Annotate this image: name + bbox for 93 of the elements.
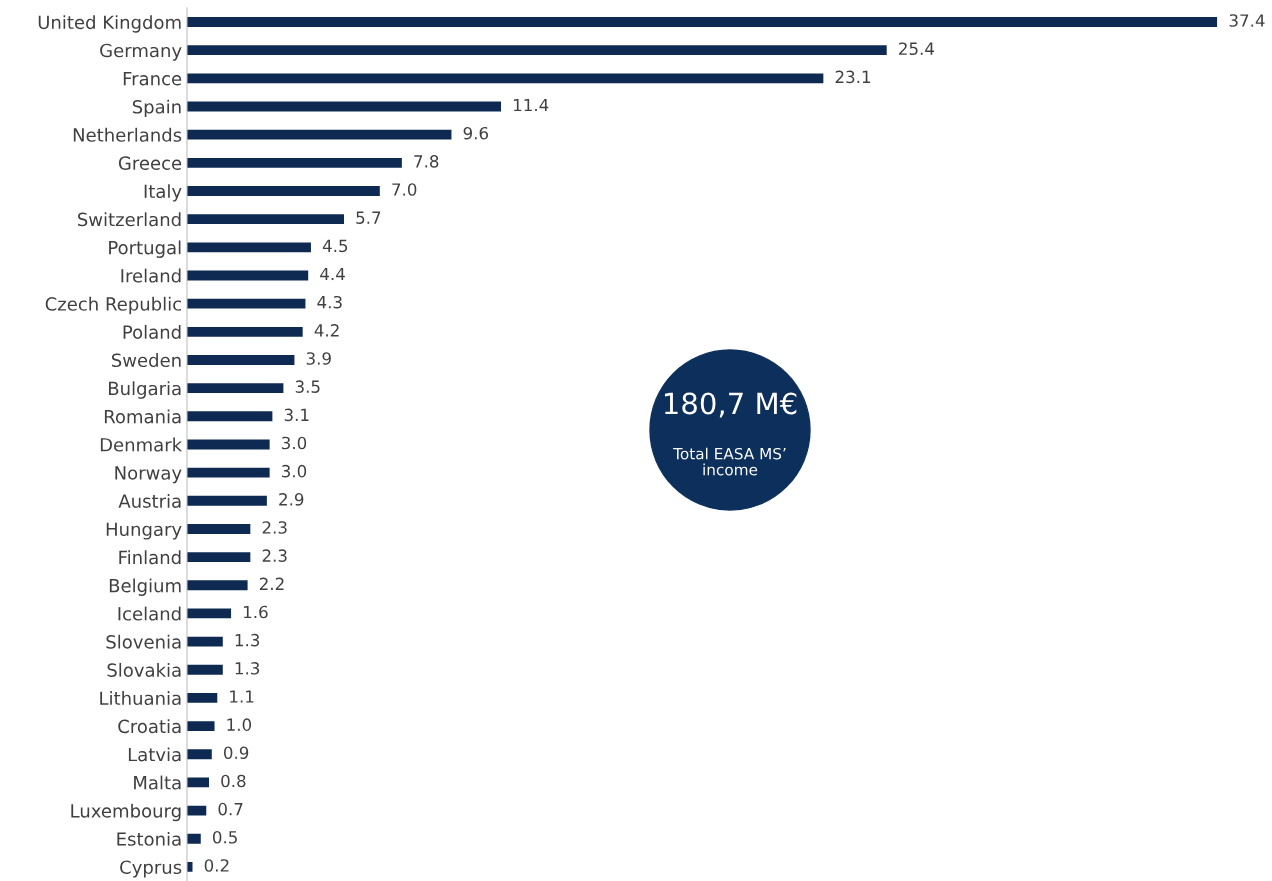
bar	[186, 580, 248, 591]
bar	[186, 777, 210, 788]
bar	[186, 552, 251, 563]
y-tick-label: Luxembourg	[71, 803, 181, 822]
bar	[186, 157, 402, 168]
y-tick-label: Malta	[134, 775, 181, 790]
data-label: 1.0	[227, 718, 252, 731]
data-label: 3.9	[306, 352, 331, 365]
y-tick-label: Sweden	[111, 353, 181, 368]
y-tick-label: Slovenia	[106, 634, 181, 649]
data-label: 11.4	[513, 98, 549, 112]
y-tick-label: Germany	[100, 43, 182, 61]
y-tick-label: Finland	[119, 550, 181, 565]
y-tick-label: Croatia	[118, 719, 181, 734]
y-tick-label: Slovakia	[107, 662, 181, 677]
data-label: 1.3	[235, 633, 260, 647]
bar	[186, 186, 380, 196]
bar	[186, 833, 201, 844]
data-label: 0.5	[212, 830, 237, 844]
data-label: 0.2	[204, 859, 229, 872]
bar	[186, 383, 284, 394]
bar	[186, 242, 311, 253]
y-tick-label: Latvia	[128, 747, 181, 762]
data-label: 7.0	[392, 183, 417, 196]
bar	[186, 73, 824, 84]
data-label: 3.5	[295, 380, 320, 393]
data-label: 2.9	[279, 493, 304, 506]
bar	[186, 270, 309, 281]
data-label: 1.6	[244, 605, 268, 619]
y-tick-label: Estonia	[117, 831, 181, 846]
data-label: 3.0	[282, 436, 307, 450]
bar	[186, 214, 345, 225]
data-label: 2.3	[262, 549, 287, 562]
y-tick-label: United Kingdom	[38, 15, 181, 33]
y-tick-label: Lithuania	[100, 691, 181, 706]
data-label: 23.1	[835, 70, 871, 84]
y-tick-label: Italy	[144, 184, 182, 202]
bar	[186, 45, 887, 56]
bar	[186, 495, 267, 506]
y-tick-label: Portugal	[109, 240, 181, 258]
y-tick-label: France	[123, 72, 182, 86]
data-label: 0.7	[218, 802, 243, 816]
data-label: 4.5	[322, 239, 348, 253]
bar	[186, 524, 251, 534]
bar	[186, 326, 303, 337]
y-tick-label: Hungary	[106, 522, 182, 540]
y-tick-label: Iceland	[118, 606, 181, 621]
bar	[186, 721, 215, 732]
y-tick-label: Cyprus	[120, 860, 182, 878]
data-label: 2.2	[259, 577, 284, 590]
bar	[186, 636, 223, 647]
y-tick-label: Netherlands	[73, 127, 182, 142]
y-tick-label: Poland	[123, 324, 181, 339]
y-tick-label: Greece	[118, 156, 182, 170]
data-label: 7.8	[414, 155, 439, 168]
data-label: 3.0	[282, 464, 307, 478]
data-label: 1.1	[230, 690, 254, 703]
bar	[186, 101, 502, 112]
y-tick-label: Spain	[132, 99, 181, 118]
bar	[186, 17, 1218, 27]
annotation: Total EASA MS’ income	[673, 447, 786, 476]
data-label: 37.4	[1229, 14, 1265, 27]
data-label: 1.3	[235, 662, 260, 675]
y-tick-label: Denmark	[100, 437, 183, 452]
y-tick-label: Czech Republic	[45, 296, 181, 315]
data-label: 9.6	[463, 126, 489, 140]
y-tick-label: Belgium	[109, 578, 181, 596]
y-tick-label: Ireland	[121, 268, 181, 283]
bar	[186, 411, 273, 422]
annotation: 180,7 M€	[664, 392, 797, 418]
y-tick-label: Switzerland	[78, 212, 181, 227]
data-label: 4.2	[314, 324, 339, 337]
data-label: 0.9	[223, 746, 249, 760]
data-label: 25.4	[899, 42, 935, 56]
data-label: 3.1	[284, 408, 309, 422]
y-tick-label: Austria	[118, 493, 181, 508]
bar	[186, 805, 207, 816]
y-tick-label: Bulgaria	[109, 381, 181, 399]
data-label: 2.3	[262, 521, 287, 534]
data-label: 0.8	[221, 774, 246, 788]
data-label: 4.4	[320, 267, 345, 281]
data-label: 4.3	[317, 295, 342, 309]
bar	[186, 467, 270, 478]
bar	[186, 664, 223, 675]
bar	[186, 298, 306, 309]
y-tick-label: Romania	[104, 409, 181, 424]
bar	[186, 439, 270, 450]
bar	[186, 749, 212, 760]
bar	[186, 693, 218, 703]
y-tick-label: Norway	[115, 466, 182, 484]
bar	[186, 355, 295, 365]
bar	[186, 129, 452, 140]
data-label: 5.7	[356, 211, 381, 224]
